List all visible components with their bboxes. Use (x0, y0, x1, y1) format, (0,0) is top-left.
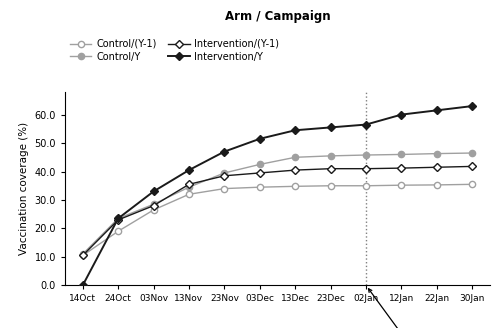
Text: Reminder letter sent
(only during campaign Y): Reminder letter sent (only during campai… (356, 289, 462, 328)
Legend: Control/(Y-1), Control/Y, Intervention/(Y-1), Intervention/Y: Control/(Y-1), Control/Y, Intervention/(… (70, 39, 280, 62)
Title: Arm / Campaign: Arm / Campaign (224, 10, 330, 23)
Y-axis label: Vaccination coverage (%): Vaccination coverage (%) (19, 122, 29, 255)
